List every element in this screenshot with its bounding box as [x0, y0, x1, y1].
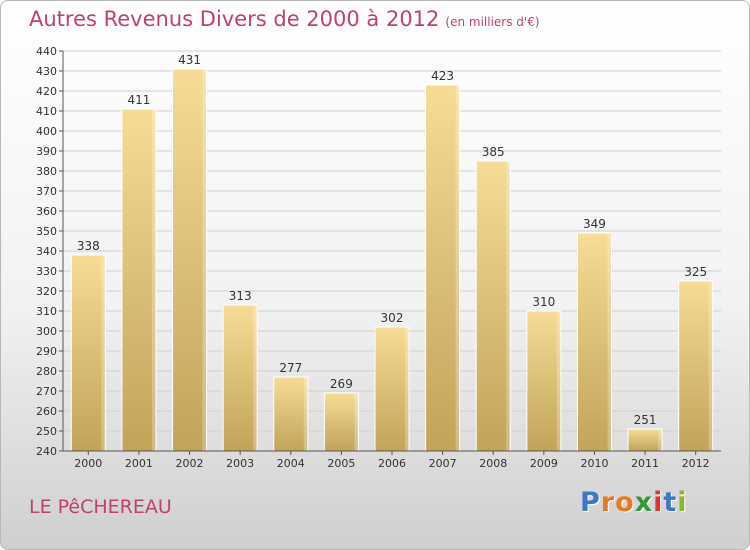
data-label-2010: 349 — [583, 217, 606, 231]
x-tick-label: 2006 — [378, 457, 406, 470]
bar-2001 — [121, 108, 157, 452]
y-tick-label: 320 — [36, 285, 57, 298]
y-tick-label: 270 — [36, 385, 57, 398]
x-tick-label: 2007 — [429, 457, 457, 470]
y-tick-label: 440 — [36, 45, 57, 58]
y-tick-label: 310 — [36, 305, 57, 318]
y-tick-label: 400 — [36, 125, 57, 138]
y-tick-label: 300 — [36, 325, 57, 338]
logo-letter: P — [580, 487, 601, 518]
bar-2003 — [222, 304, 258, 452]
data-label-2008: 385 — [482, 145, 505, 159]
y-tick-label: 380 — [36, 165, 57, 178]
logo-letter: i — [677, 487, 688, 518]
x-tick-label: 2000 — [74, 457, 102, 470]
location-label: LE PêCHEREAU — [29, 496, 172, 518]
axes: 240 250 260 270 280 290 300 310 320 330 340 350 360 3… — [36, 45, 721, 470]
data-label-2000: 338 — [77, 239, 100, 253]
bar-highlight — [455, 85, 460, 451]
logo-letter: t — [663, 487, 678, 518]
x-tick-label: 2011 — [631, 457, 659, 470]
bar-highlight — [708, 281, 713, 451]
x-tick-label: 2004 — [277, 457, 305, 470]
logo-letter: x — [634, 487, 654, 518]
bar-highlight — [303, 377, 308, 451]
bar-highlight — [253, 305, 258, 451]
y-tick-label: 240 — [36, 445, 57, 458]
y-tick-label: 340 — [36, 245, 57, 258]
bar-highlight — [101, 255, 106, 451]
x-tick-label: 2005 — [327, 457, 355, 470]
chart-subtitle: (en milliers d'€) — [445, 15, 540, 29]
y-tick-label: 360 — [36, 205, 57, 218]
data-label-2006: 302 — [381, 311, 404, 325]
bar-highlight — [151, 109, 156, 451]
x-tick-label: 2009 — [530, 457, 558, 470]
y-tick-label: 430 — [36, 65, 57, 78]
x-tick-label: 2003 — [226, 457, 254, 470]
bar-highlight — [506, 161, 511, 451]
bars — [70, 68, 714, 452]
bar-highlight — [658, 429, 663, 451]
bar-highlight — [202, 69, 207, 451]
bar-2005 — [323, 392, 359, 452]
data-label-2001: 411 — [127, 93, 150, 107]
data-label-2005: 269 — [330, 377, 353, 391]
x-tick-label: 2002 — [176, 457, 204, 470]
bar-2010 — [576, 232, 612, 452]
y-tick-label: 390 — [36, 145, 57, 158]
data-label-2002: 431 — [178, 53, 201, 67]
y-tick-label: 420 — [36, 85, 57, 98]
bar-2006 — [374, 326, 410, 452]
bar-2012 — [678, 280, 714, 452]
bar-2000 — [70, 254, 106, 452]
bar-2007 — [425, 84, 461, 452]
y-tick-label: 330 — [36, 265, 57, 278]
data-label-2012: 325 — [684, 265, 707, 279]
data-label-2009: 310 — [532, 295, 555, 309]
y-tick-label: 280 — [36, 365, 57, 378]
y-tick-label: 250 — [36, 425, 57, 438]
logo-letter: r — [600, 487, 616, 518]
bar-2002 — [172, 68, 208, 452]
x-tick-label: 2001 — [125, 457, 153, 470]
y-tick-label: 290 — [36, 345, 57, 358]
data-label-2007: 423 — [431, 69, 454, 83]
bar-highlight — [556, 311, 561, 451]
x-tick-label: 2012 — [682, 457, 710, 470]
bar-highlight — [405, 327, 409, 451]
x-tick-label: 2010 — [580, 457, 608, 470]
logo-letter: i — [653, 487, 664, 518]
bar-2009 — [526, 310, 562, 452]
data-label-2003: 313 — [229, 289, 252, 303]
data-label-2004: 277 — [279, 361, 302, 375]
y-tick-label: 260 — [36, 405, 57, 418]
bar-2008 — [475, 160, 511, 452]
proxiti-logo: Proxiti — [580, 487, 688, 518]
chart-title: Autres Revenus Divers de 2000 à 2012 (en … — [29, 7, 540, 31]
bar-highlight — [354, 393, 359, 451]
chart-title-text: Autres Revenus Divers de 2000 à 2012 — [29, 7, 440, 31]
y-tick-label: 370 — [36, 185, 57, 198]
x-tick-label: 2008 — [479, 457, 507, 470]
y-tick-label: 350 — [36, 225, 57, 238]
bar-highlight — [607, 233, 612, 451]
y-tick-label: 410 — [36, 105, 57, 118]
bar-2011 — [627, 428, 663, 452]
labels: 338 411 431 313 277 269 302 423 385 310 349 251 325 — [77, 53, 707, 427]
bar-2004 — [273, 376, 309, 452]
data-label-2011: 251 — [634, 413, 657, 427]
logo-letter: o — [615, 487, 635, 518]
